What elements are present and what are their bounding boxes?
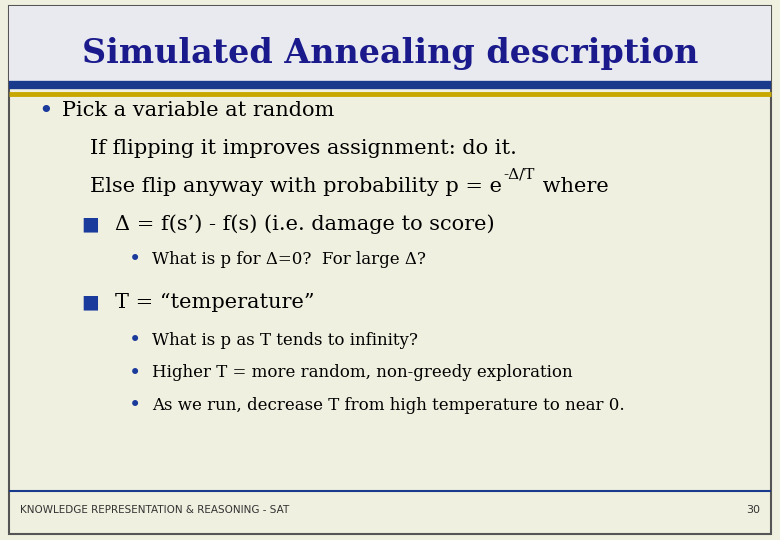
Text: •: • bbox=[129, 249, 141, 269]
Text: What is p for Δ=0?  For large Δ?: What is p for Δ=0? For large Δ? bbox=[152, 251, 426, 268]
Text: •: • bbox=[129, 362, 141, 383]
Text: Higher T = more random, non-greedy exploration: Higher T = more random, non-greedy explo… bbox=[152, 364, 573, 381]
Text: •: • bbox=[129, 330, 141, 350]
Text: Simulated Annealing description: Simulated Annealing description bbox=[82, 37, 698, 71]
Text: 30: 30 bbox=[746, 505, 760, 515]
Text: As we run, decrease T from high temperature to near 0.: As we run, decrease T from high temperat… bbox=[152, 396, 625, 414]
Text: where: where bbox=[536, 177, 609, 196]
Text: •: • bbox=[38, 99, 52, 123]
Text: KNOWLEDGE REPRESENTATION & REASONING - SAT: KNOWLEDGE REPRESENTATION & REASONING - S… bbox=[20, 505, 289, 515]
Text: If flipping it improves assignment: do it.: If flipping it improves assignment: do i… bbox=[90, 139, 516, 158]
Text: •: • bbox=[129, 395, 141, 415]
Text: T = “temperature”: T = “temperature” bbox=[115, 293, 315, 312]
Text: Else flip anyway with probability p = e: Else flip anyway with probability p = e bbox=[90, 177, 502, 196]
Bar bbox=[9, 6, 771, 84]
Text: Δ = f(s’) - f(s) (i.e. damage to score): Δ = f(s’) - f(s) (i.e. damage to score) bbox=[115, 214, 495, 234]
Text: Pick a variable at random: Pick a variable at random bbox=[62, 101, 335, 120]
Text: ■: ■ bbox=[81, 214, 98, 234]
Text: -Δ/T: -Δ/T bbox=[503, 167, 534, 181]
Text: What is p as T tends to infinity?: What is p as T tends to infinity? bbox=[152, 332, 418, 349]
Text: ■: ■ bbox=[81, 293, 98, 312]
